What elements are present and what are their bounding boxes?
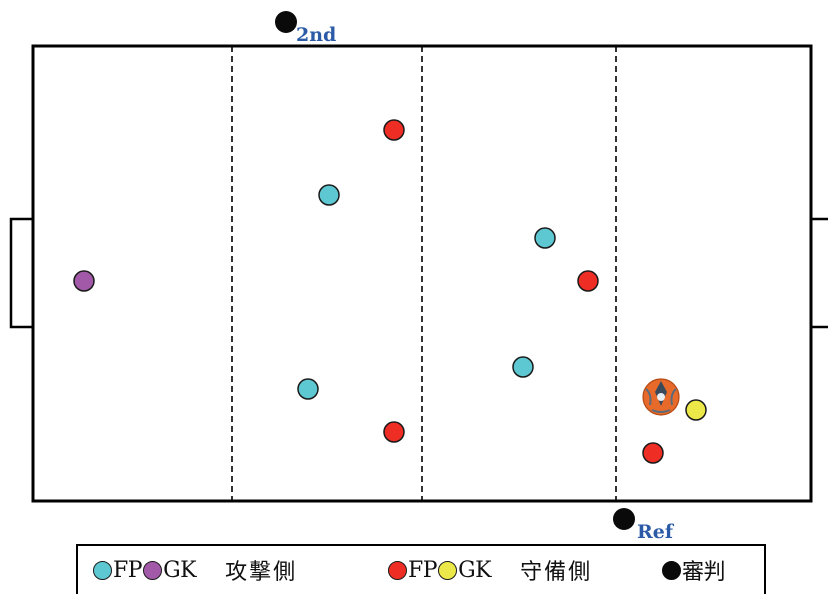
purple-goalkeeper-icon: [143, 560, 163, 580]
second-referee-icon: [275, 11, 297, 33]
cyan-player-icon: [93, 560, 112, 580]
cyan-player-icon: [318, 184, 340, 206]
legend-defense: FP GK 守備側: [388, 555, 592, 585]
cyan-player-icon: [512, 356, 534, 378]
red-player-icon: [642, 442, 664, 464]
second-referee-label: 2nd: [296, 24, 337, 46]
legend: FP GK 攻撃側 FP GK 守備側 審判: [76, 544, 766, 594]
legend-attack: FP GK 攻撃側: [93, 555, 297, 585]
red-player-icon: [383, 421, 405, 443]
yellow-goalkeeper-icon: [438, 560, 458, 580]
legend-defense-side-label: 守備側: [520, 560, 593, 585]
legend-referee: 審判: [662, 555, 726, 585]
red-player-icon: [388, 560, 407, 580]
legend-referee-label: 審判: [682, 560, 726, 585]
futsal-pitch-diagram: [9, 11, 828, 530]
yellow-goalkeeper-icon: [685, 399, 707, 421]
legend-attack-gk-label: GK: [163, 557, 197, 583]
red-player-icon: [577, 270, 599, 292]
legend-defense-gk-label: GK: [458, 557, 492, 583]
left-goal: [9, 217, 35, 329]
main-referee-label: Ref: [637, 521, 674, 543]
legend-defense-fp-label: FP: [408, 557, 438, 583]
main-referee-icon: [613, 508, 635, 530]
red-player-icon: [383, 119, 405, 141]
legend-attack-side-label: 攻撃側: [225, 560, 298, 585]
ball-icon: [642, 378, 680, 416]
cyan-player-icon: [534, 227, 556, 249]
pitch-boundary: [31, 44, 813, 503]
right-goal: [809, 217, 828, 329]
cyan-player-icon: [297, 378, 319, 400]
referee-icon: [662, 560, 681, 580]
purple-goalkeeper-icon: [73, 270, 95, 292]
legend-attack-fp-label: FP: [113, 557, 143, 583]
